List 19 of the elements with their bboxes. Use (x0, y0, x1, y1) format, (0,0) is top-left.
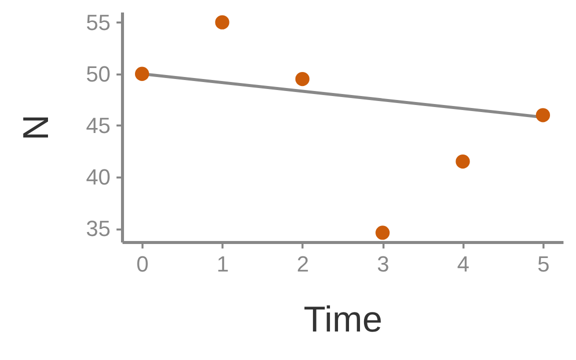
point (134, 66, 150, 81)
point (215, 15, 230, 30)
x-tick-label: 4 (457, 252, 470, 276)
y-tick-label: 50 (86, 61, 110, 86)
point (456, 154, 470, 169)
x-tick-label: 0 (136, 252, 149, 276)
x-tick-label: 5 (537, 252, 550, 276)
x-tick-label: 2 (296, 252, 310, 276)
point (376, 226, 390, 240)
y-tick-label: 40 (86, 164, 110, 190)
x-tick-label: 3 (376, 252, 390, 276)
y-tick-label: 55 (86, 10, 110, 35)
y-tick-label: 35 (86, 216, 110, 242)
point (536, 108, 550, 122)
y-tick-label: 45 (86, 112, 110, 138)
x-axis-title: Time (304, 298, 382, 340)
point (295, 72, 310, 86)
x-tick-label: 1 (216, 252, 229, 276)
y-axis-title: N (15, 114, 56, 140)
